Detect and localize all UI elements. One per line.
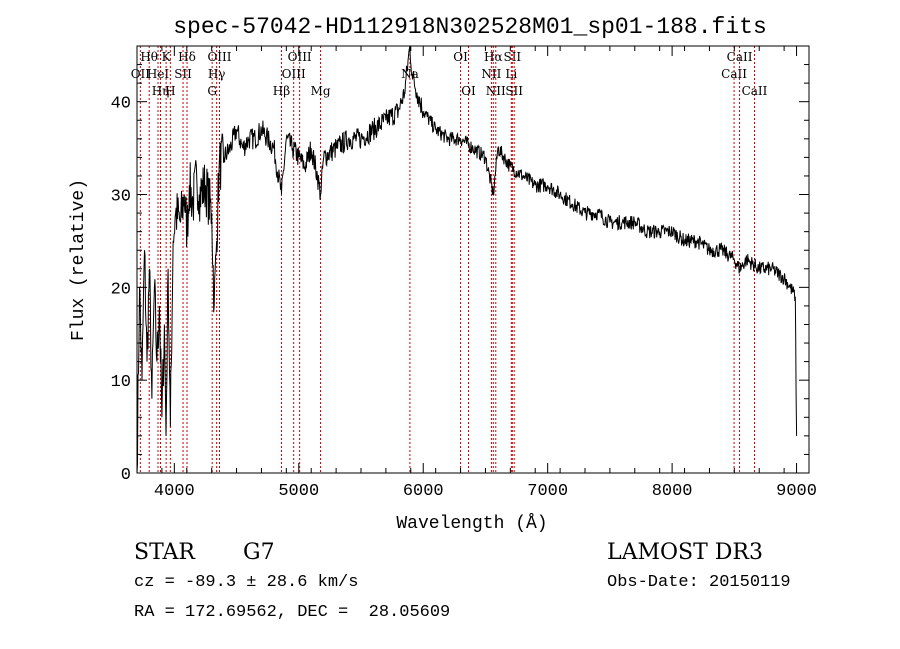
plot-frame <box>136 45 810 474</box>
marker-label: G <box>207 84 217 98</box>
marker-label: OIII <box>288 50 312 64</box>
marker-label: Li <box>505 67 517 81</box>
x-tick-label: 8000 <box>652 482 693 501</box>
y-tick-label: 10 <box>111 373 131 392</box>
marker-label: Hγ <box>208 67 226 81</box>
marker-label: H <box>165 84 175 98</box>
marker-label: CaII <box>721 67 747 81</box>
marker-label: Hθ <box>140 50 158 64</box>
object-class: STAR <box>134 540 195 565</box>
marker-label: CaII <box>727 50 753 64</box>
marker-label: HeI <box>147 67 170 81</box>
marker-label: Hδ <box>178 50 196 64</box>
marker-label: Hη <box>152 84 170 98</box>
marker-label: Na <box>401 67 419 81</box>
marker-label: Mg <box>311 84 331 98</box>
x-tick-label: 9000 <box>776 482 817 501</box>
spectrum-series <box>136 45 798 474</box>
marker-label: OIII <box>207 50 231 64</box>
observation-date: Obs-Date: 20150119 <box>607 573 791 592</box>
x-tick-label: 7000 <box>527 482 568 501</box>
x-axis-label: Wavelength (Å) <box>396 513 547 534</box>
marker-label: K <box>162 50 172 64</box>
y-tick-label: 0 <box>121 466 131 485</box>
line-markers: OII Hθ HeI Hη K H Hδ SII G Hγ OIII Hβ OIII OIII Mg Na OI… <box>131 46 768 473</box>
redshift-readout: cz = -89.3 ± 28.6 km/s <box>134 573 359 592</box>
y-tick-label: 20 <box>111 280 131 299</box>
spectral-subclass: G7 <box>243 540 275 565</box>
marker-label: OIII <box>282 67 306 81</box>
x-tick-label: 5000 <box>278 482 319 501</box>
marker-label: NII <box>486 84 506 98</box>
marker-label: Hα <box>484 50 503 64</box>
marker-label: NII <box>481 67 501 81</box>
marker-label: SII <box>174 67 192 81</box>
marker-label: OI <box>453 50 468 64</box>
x-axis: 4000 5000 6000 7000 8000 9000 <box>136 46 817 501</box>
marker-label: SII <box>503 50 521 64</box>
x-tick-label: 4000 <box>154 482 195 501</box>
y-tick-label: 40 <box>111 95 131 114</box>
survey-name: LAMOST DR3 <box>607 540 763 565</box>
chart-title: spec-57042-HD112918N302528M01_sp01-188.f… <box>173 14 767 40</box>
coordinates-readout: RA = 172.69562, DEC = 28.05609 <box>134 603 451 622</box>
marker-label: CaII <box>742 84 768 98</box>
y-axis-label: Flux (relative) <box>69 179 89 341</box>
marker-label: Hβ <box>273 84 290 98</box>
spectrum-line <box>136 45 798 474</box>
marker-label: OI <box>461 84 476 98</box>
y-tick-label: 30 <box>111 188 131 207</box>
marker-label: SII <box>505 84 523 98</box>
y-axis: 0 10 20 30 40 <box>111 45 809 485</box>
x-tick-label: 6000 <box>403 482 444 501</box>
marker-label: OII <box>131 67 151 81</box>
